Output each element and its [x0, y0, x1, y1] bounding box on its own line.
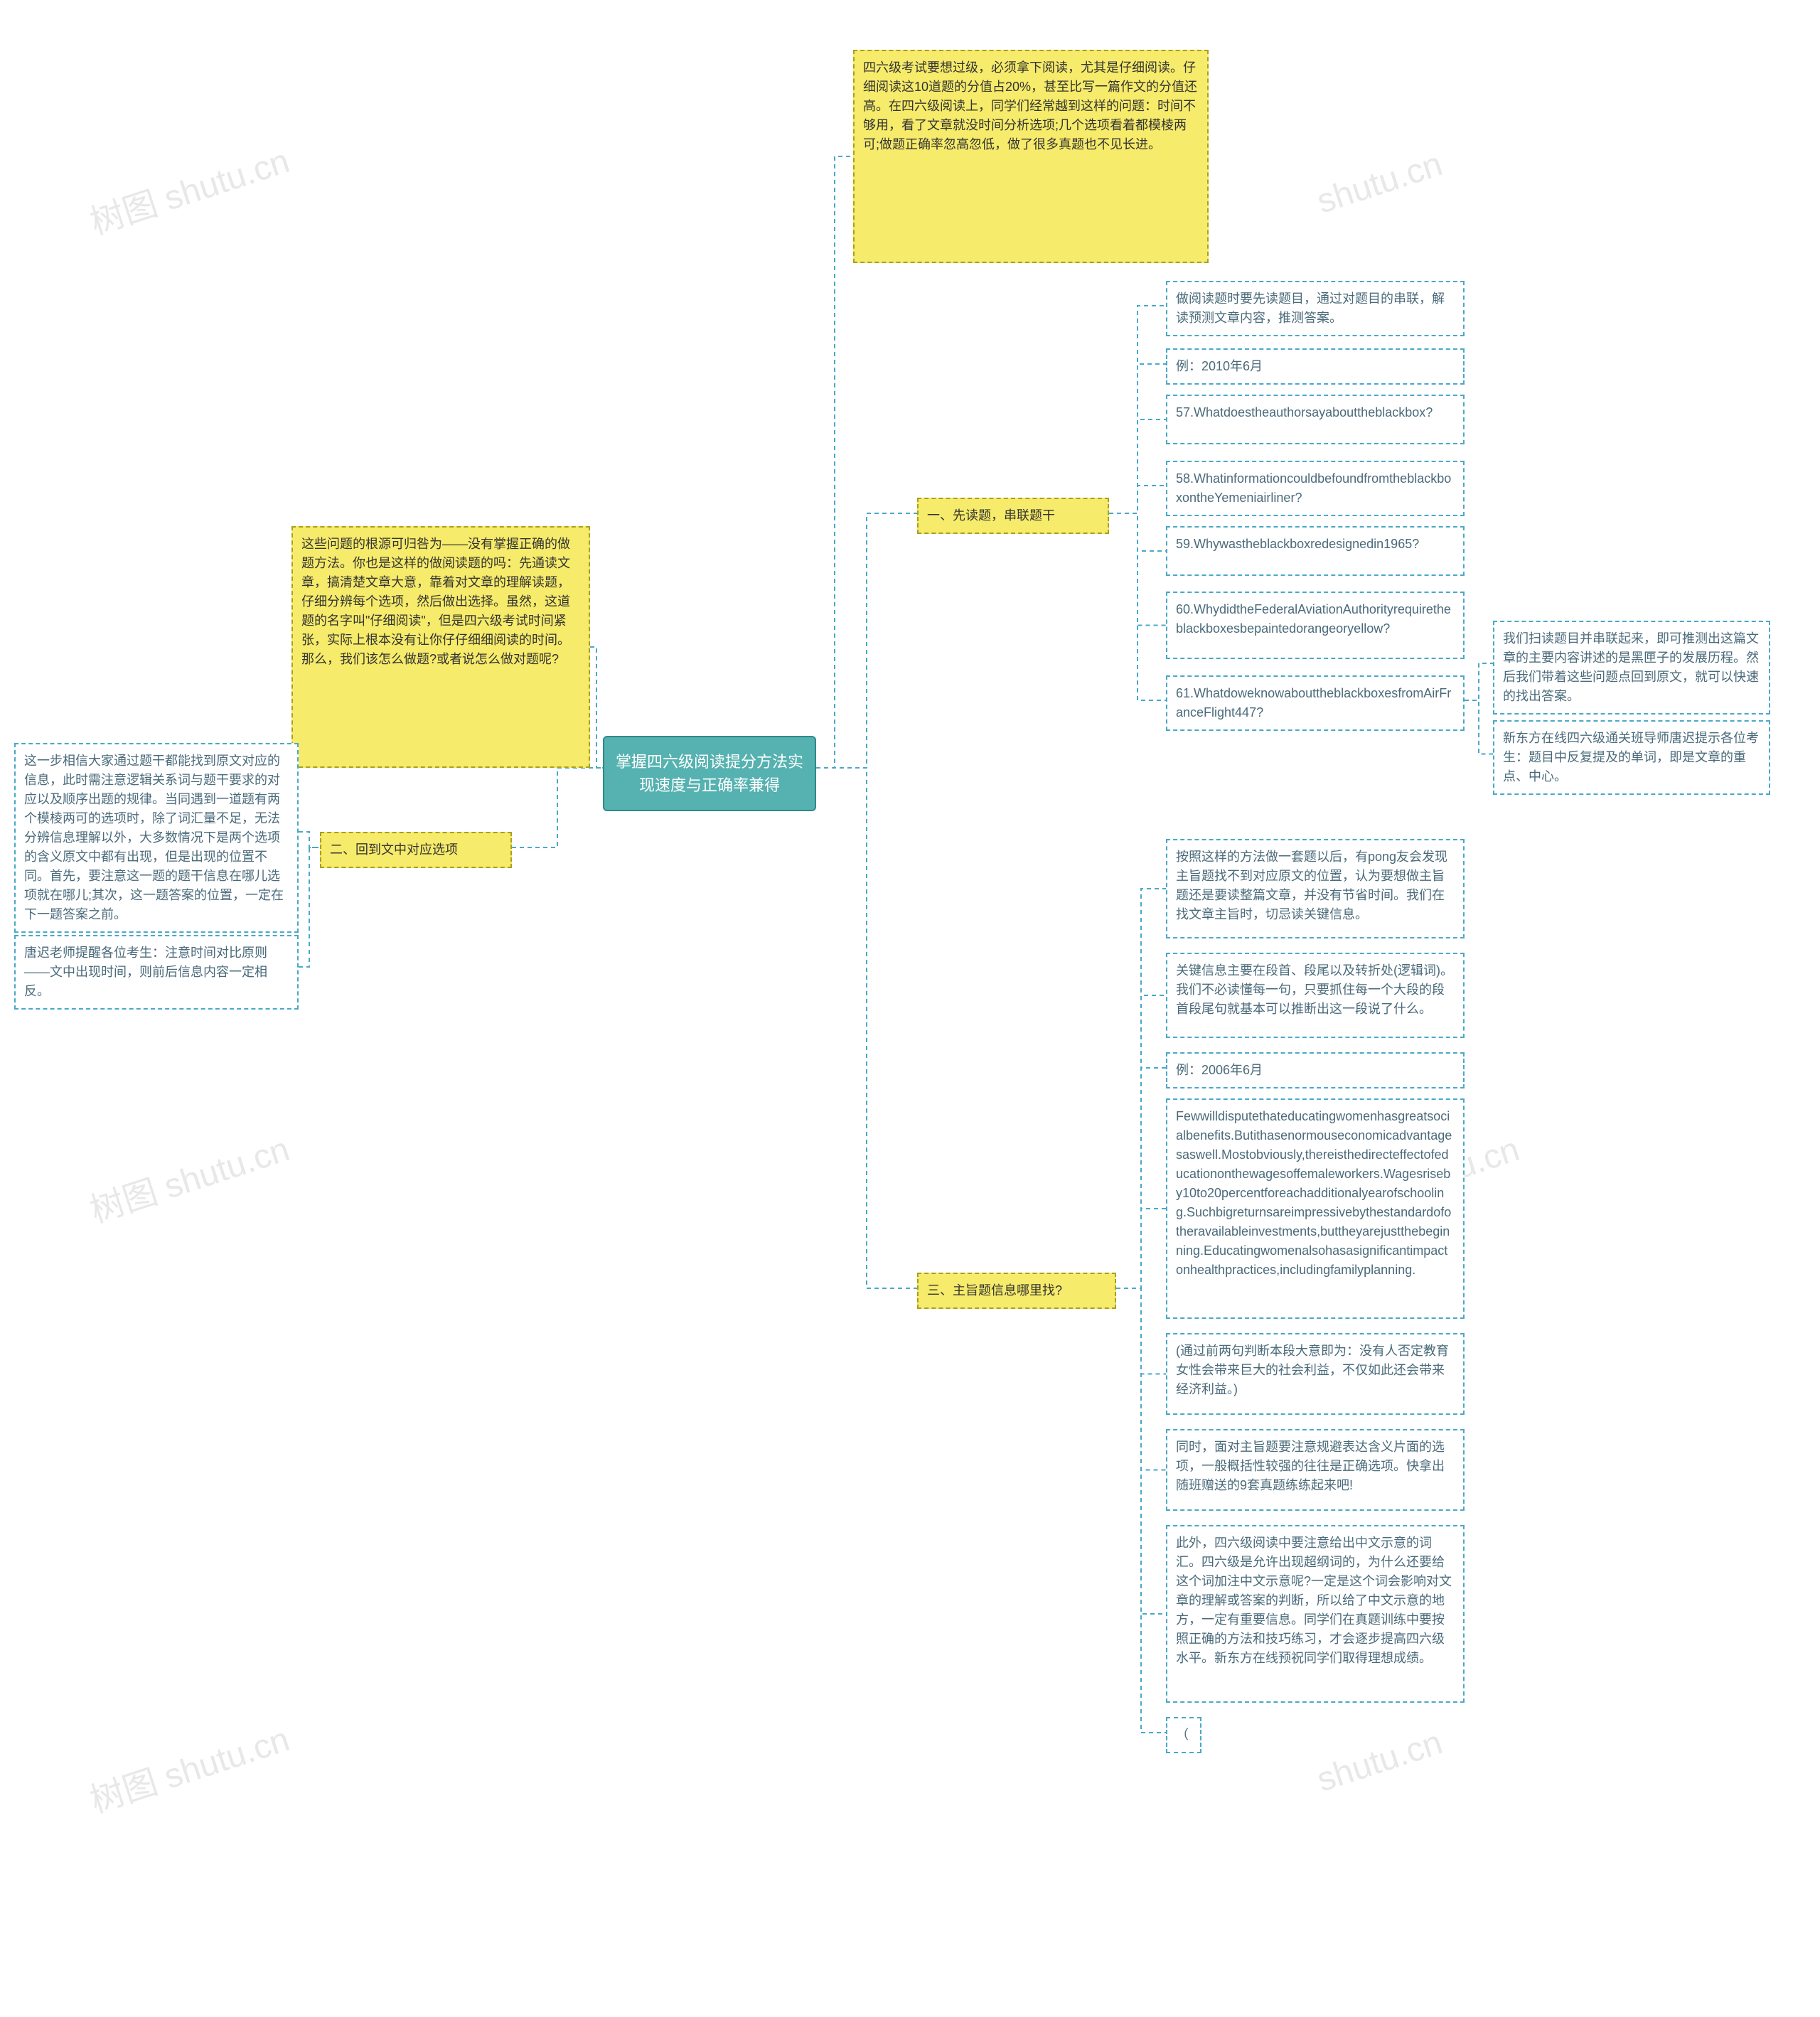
leaf-node: 57.Whatdoestheauthorsayabouttheblackbox?	[1166, 395, 1465, 444]
leaf-node: （	[1166, 1717, 1201, 1753]
watermark: 树图 shutu.cn	[82, 1121, 294, 1232]
intro-box: 四六级考试要想过级，必须拿下阅读，尤其是仔细阅读。仔细阅读这10道题的分值占20…	[853, 50, 1209, 263]
watermark: shutu.cn	[1312, 1723, 1447, 1799]
leaf-node: 此外，四六级阅读中要注意给出中文示意的词汇。四六级是允许出现超纲词的，为什么还要…	[1166, 1525, 1465, 1703]
leaf-node: 例：2010年6月	[1166, 348, 1465, 385]
watermark: 树图 shutu.cn	[82, 1711, 294, 1822]
leaf-node: 59.Whywastheblackboxredesignedin1965?	[1166, 526, 1465, 576]
section-1-title: 一、先读题，串联题干	[917, 498, 1109, 534]
section-3-title: 三、主旨题信息哪里找?	[917, 1273, 1116, 1309]
leaf-node: 做阅读题时要先读题目，通过对题目的串联，解读预测文章内容，推测答案。	[1166, 281, 1465, 336]
leaf-node: Fewwilldisputethateducatingwomenhasgreat…	[1166, 1098, 1465, 1319]
leaf-node: 新东方在线四六级通关班导师唐迟提示各位考生：题目中反复提及的单词，即是文章的重点…	[1493, 720, 1770, 795]
leaf-node: 同时，面对主旨题要注意规避表达含义片面的选项，一般概括性较强的往往是正确选项。快…	[1166, 1429, 1465, 1511]
leaf-node: 关键信息主要在段首、段尾以及转折处(逻辑词)。我们不必读懂每一句，只要抓住每一个…	[1166, 953, 1465, 1038]
leaf-node: 我们扫读题目并串联起来，即可推测出这篇文章的主要内容讲述的是黑匣子的发展历程。然…	[1493, 621, 1770, 715]
leaf-node: (通过前两句判断本段大意即为：没有人否定教育女性会带来巨大的社会利益，不仅如此还…	[1166, 1333, 1465, 1415]
leaf-node: 61.WhatdoweknowabouttheblackboxesfromAir…	[1166, 675, 1465, 731]
leaf-node: 60.WhydidtheFederalAviationAuthorityrequ…	[1166, 592, 1465, 659]
leaf-node: 唐迟老师提醒各位考生：注意时间对比原则——文中出现时间，则前后信息内容一定相反。	[14, 935, 299, 1010]
leaf-node: 58.Whatinformationcouldbefoundfromthebla…	[1166, 461, 1465, 516]
leaf-node: 按照这样的方法做一套题以后，有pong友会发现主旨题找不到对应原文的位置，认为要…	[1166, 839, 1465, 938]
watermark: shutu.cn	[1312, 144, 1447, 221]
watermark: 树图 shutu.cn	[82, 133, 294, 244]
leaf-node: 例：2006年6月	[1166, 1052, 1465, 1088]
left-context-box: 这些问题的根源可归咎为——没有掌握正确的做题方法。你也是这样的做阅读题的吗：先通…	[291, 526, 590, 768]
section-2-title: 二、回到文中对应选项	[320, 832, 512, 868]
root-node: 掌握四六级阅读提分方法实现速度与正确率兼得	[603, 736, 816, 811]
leaf-node: 这一步相信大家通过题干都能找到原文对应的信息，此时需注意逻辑关系词与题干要求的对…	[14, 743, 299, 933]
